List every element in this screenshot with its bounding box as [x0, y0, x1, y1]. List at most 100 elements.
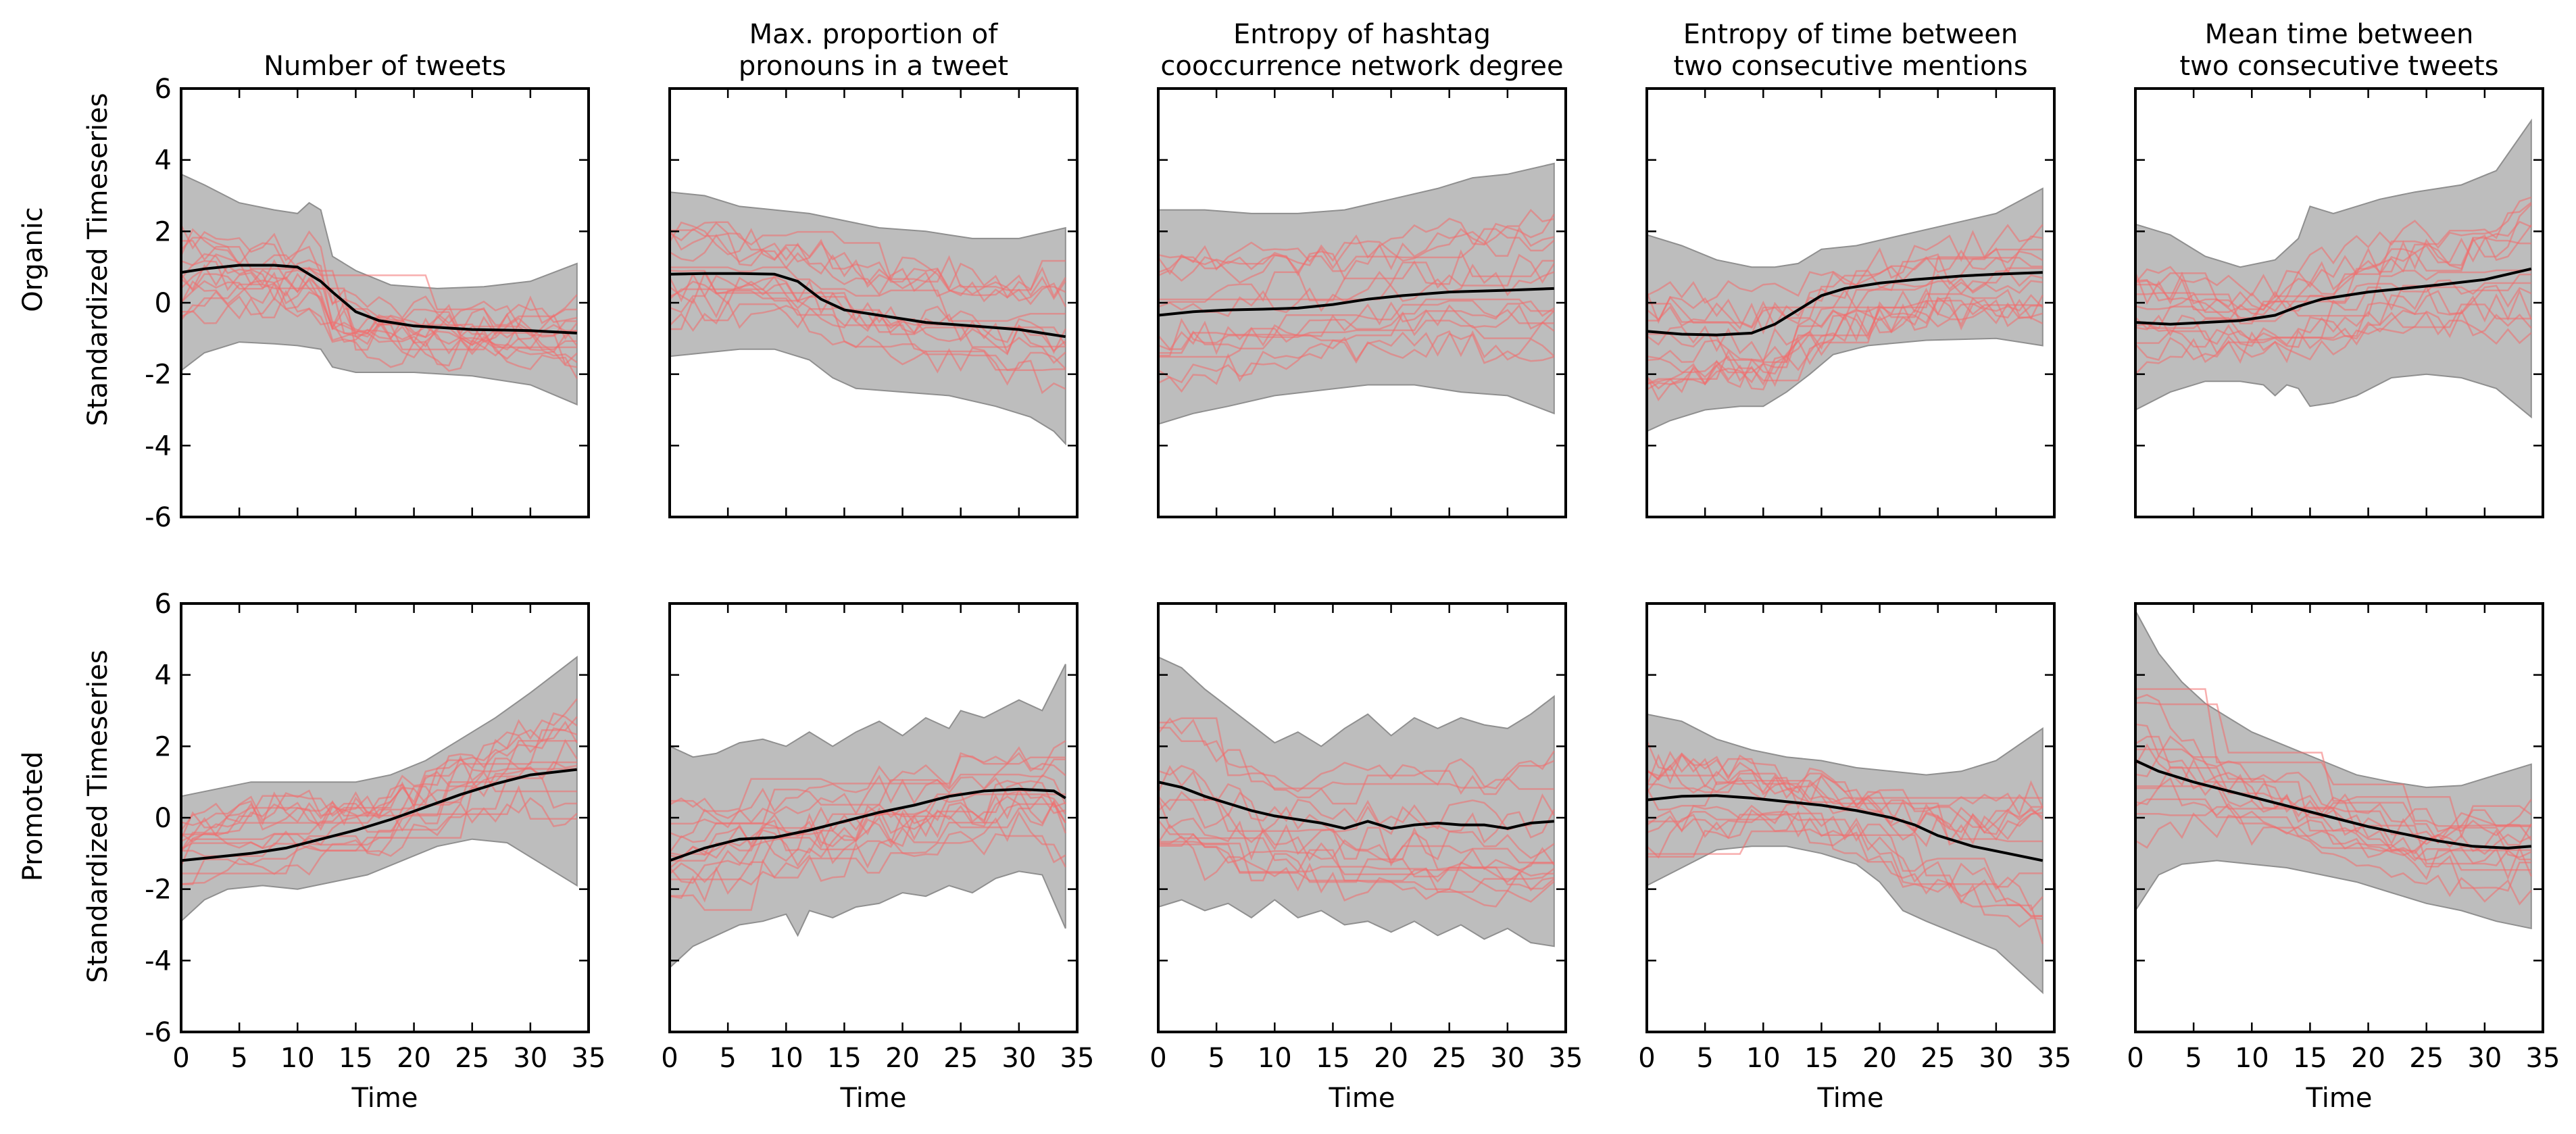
confidence-band	[1158, 162, 1555, 425]
y-tick-label: 2	[155, 216, 172, 247]
series-line	[670, 810, 1066, 903]
series-line	[2135, 743, 2532, 858]
series-line	[181, 280, 578, 366]
y-axis-label-organic: Standardized Timeseries	[82, 93, 114, 426]
series-line	[2135, 812, 2532, 906]
plot-area	[670, 664, 1066, 969]
series-line	[2135, 237, 2531, 313]
x-tick-label: 25	[1921, 1043, 1955, 1074]
x-tick-label: 30	[1979, 1043, 2013, 1074]
mean-line	[670, 272, 1066, 339]
x-tick-label: 15	[2293, 1043, 2327, 1074]
mean-line	[1647, 271, 2043, 337]
y-tick-label: -6	[145, 1017, 172, 1048]
x-tick-label: 5	[1208, 1043, 1224, 1074]
series-line	[1158, 824, 1554, 883]
series-line	[181, 785, 577, 874]
series-line	[1158, 228, 1555, 274]
panel-title: two consecutive tweets	[2179, 51, 2498, 82]
series-line	[181, 228, 578, 336]
series-line	[1158, 765, 1555, 844]
series-line	[1158, 717, 1554, 805]
series-line	[1158, 841, 1554, 883]
plot-area	[2135, 610, 2532, 930]
series-line	[2135, 748, 2531, 844]
y-tick-label: 6	[155, 74, 172, 105]
panels: -6 -4 -2 0 2 4 6 Number of tweets Max. proportio…	[145, 19, 2560, 1114]
plot-area	[181, 173, 578, 406]
x-tick-label: 35	[572, 1043, 606, 1074]
series-line	[2135, 754, 2532, 856]
series-line	[2135, 798, 2531, 881]
y-tick-label: -2	[145, 360, 172, 391]
confidence-band	[2135, 610, 2532, 930]
series-line	[1158, 209, 1555, 276]
x-tick-label: 0	[2127, 1043, 2144, 1074]
series-line	[1158, 299, 1554, 354]
series-line	[2135, 688, 2531, 828]
plot-area	[2135, 118, 2532, 419]
series-line	[1158, 819, 1555, 893]
series-line	[181, 739, 578, 852]
series-line	[1647, 299, 2043, 374]
series-line	[1158, 791, 1555, 864]
series-line	[1647, 779, 2043, 846]
series-line	[2135, 310, 2532, 375]
series-line	[181, 797, 578, 885]
series-line	[1647, 235, 2043, 335]
series-line	[1647, 302, 2044, 401]
panel-title: cooccurrence network degree	[1160, 51, 1563, 82]
series-line	[181, 289, 578, 379]
series-line	[1647, 772, 2043, 804]
series-line	[1647, 810, 2043, 888]
series-line	[1158, 797, 1555, 872]
panel: 0 5 10 15 20 25 30 35 Time	[1149, 602, 1583, 1114]
series-line	[670, 222, 1066, 299]
plot-area	[181, 656, 578, 922]
mean-line	[1158, 287, 1554, 317]
series-line	[1647, 299, 2044, 391]
y-tick-label: 6	[155, 589, 172, 620]
y-tick-label: -4	[145, 430, 172, 462]
mean-line	[1647, 794, 2044, 862]
panel-title: Entropy of hashtag	[1233, 19, 1491, 50]
series-line	[1158, 835, 1555, 908]
mean-line	[181, 768, 578, 862]
series-line	[181, 253, 577, 343]
x-axis-label: Time	[1817, 1083, 1884, 1114]
x-tick-label: 30	[2467, 1043, 2502, 1074]
x-tick-label: 35	[1060, 1043, 1095, 1074]
series-line	[670, 297, 1066, 372]
x-axis-label: Time	[351, 1083, 418, 1114]
x-axis-label: Time	[840, 1083, 907, 1114]
panel-title: Number of tweets	[264, 51, 506, 82]
y-tick-label: 2	[155, 731, 172, 762]
x-tick-label: 0	[1638, 1043, 1655, 1074]
x-tick-label: 35	[2526, 1043, 2560, 1074]
series-line	[181, 698, 578, 840]
y-tick-label: 0	[155, 803, 172, 834]
series-line	[670, 279, 1066, 354]
series-line	[181, 295, 578, 372]
row-label-organic: Organic	[18, 207, 49, 312]
series-line	[181, 224, 578, 327]
mean-line	[181, 264, 577, 335]
x-tick-label: 10	[1258, 1043, 1292, 1074]
panel-title: Entropy of time between	[1683, 19, 2018, 50]
x-tick-label: 25	[455, 1043, 489, 1074]
series-line	[181, 240, 577, 326]
y-tick-label: -2	[145, 874, 172, 906]
x-tick-label: 25	[943, 1043, 978, 1074]
plot-area	[1158, 656, 1555, 947]
y-tick-label: 4	[155, 145, 172, 176]
series-line	[181, 761, 577, 850]
x-tick-label: 20	[2351, 1043, 2385, 1074]
series-line	[2135, 220, 2532, 320]
plot-area	[1158, 162, 1555, 425]
series-line	[1647, 270, 2044, 364]
series-line	[2135, 196, 2532, 299]
x-tick-label: 0	[661, 1043, 678, 1074]
series-line	[2135, 289, 2532, 348]
y-tick-label: -4	[145, 945, 172, 977]
series-line	[181, 264, 578, 353]
